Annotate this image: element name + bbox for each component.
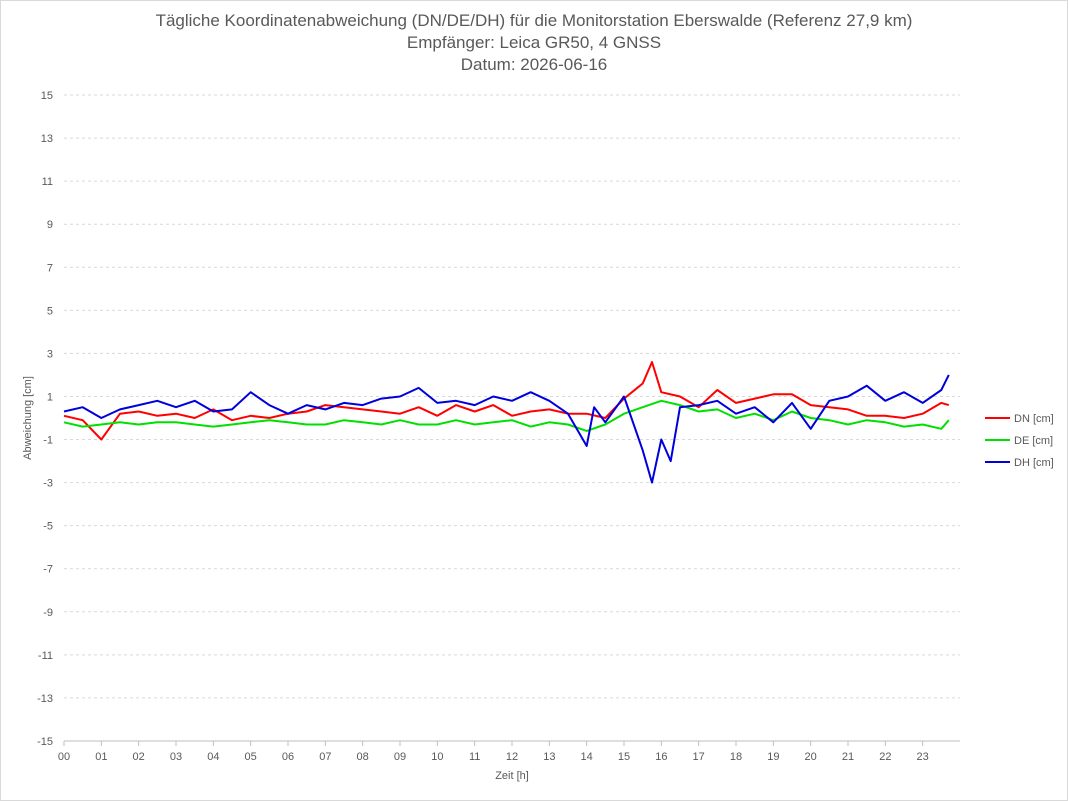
x-axis-ticks: 00 01 02 03 04 05 06 07 08 09 10 11 12 13 14 15 16 17 18 19… (58, 741, 929, 763)
series-line-de (63, 399, 950, 432)
y-tick-label: -5 (43, 521, 53, 533)
x-tick-label: 19 (767, 751, 779, 763)
y-tick-label: -9 (43, 607, 53, 619)
x-axis-label: Zeit [h] (495, 770, 529, 782)
x-tick-label: 22 (879, 751, 891, 763)
x-tick-label: 02 (133, 751, 145, 763)
x-tick-label: 18 (730, 751, 742, 763)
x-tick-label: 11 (469, 751, 480, 763)
x-tick-label: 06 (282, 751, 294, 763)
y-tick-label: 7 (47, 262, 53, 274)
legend-entry: DN [cm] (1014, 413, 1054, 425)
x-tick-label: 20 (805, 751, 817, 763)
chart-title-block: Tägliche Koordinatenabweichung (DN/DE/DH… (0, 10, 1068, 76)
y-tick-label: 1 (47, 391, 53, 403)
gridlines (64, 94, 960, 742)
chart-subtitle: Empfänger: Leica GR50, 4 GNSS (406, 33, 662, 52)
legend: DN [cm] DE [cm] DH [cm] (985, 413, 1054, 469)
x-tick-label: 05 (245, 751, 257, 763)
x-tick-label: 15 (618, 751, 630, 763)
chart-title: Tägliche Koordinatenabweichung (DN/DE/DH… (155, 11, 913, 30)
y-tick-label: 11 (42, 176, 53, 188)
y-tick-label: 5 (47, 305, 53, 317)
x-tick-label: 01 (95, 751, 107, 763)
x-tick-label: 08 (357, 751, 369, 763)
x-tick-label: 13 (543, 751, 555, 763)
x-tick-label: 10 (431, 751, 443, 763)
x-tick-label: 12 (506, 751, 518, 763)
y-tick-label: -11 (38, 650, 53, 662)
x-tick-label: 17 (693, 751, 705, 763)
x-tick-label: 23 (917, 751, 929, 763)
legend-entry: DH [cm] (1014, 457, 1054, 469)
x-tick-label: 09 (394, 751, 406, 763)
x-tick-label: 07 (319, 751, 331, 763)
x-tick-label: 16 (655, 751, 667, 763)
x-tick-label: 04 (207, 751, 219, 763)
chart-date: Datum: 2026-06-16 (460, 55, 608, 74)
x-tick-label: 03 (170, 751, 182, 763)
y-tick-label: -13 (37, 693, 53, 705)
y-axis-label: Abweichung [cm] (22, 376, 34, 460)
y-tick-label: -7 (43, 564, 53, 576)
series-lines (63, 361, 950, 484)
y-tick-label: 9 (47, 219, 53, 231)
legend-entry: DE [cm] (1014, 435, 1053, 447)
y-tick-label: -3 (43, 478, 53, 490)
series-line-dn (63, 361, 950, 441)
y-axis-ticks: 15 13 11 9 7 5 3 1 -1 -3 -5 -7 -9 -11 -13 -15 (37, 90, 53, 748)
series-line-dh (63, 374, 950, 484)
y-tick-label: 15 (41, 90, 53, 102)
y-tick-label: 3 (47, 348, 53, 360)
y-tick-label: -1 (43, 435, 53, 447)
y-tick-label: -15 (37, 736, 53, 748)
x-tick-label: 00 (58, 751, 70, 763)
y-tick-label: 13 (41, 133, 53, 145)
x-tick-label: 14 (581, 751, 593, 763)
x-tick-label: 21 (842, 751, 854, 763)
